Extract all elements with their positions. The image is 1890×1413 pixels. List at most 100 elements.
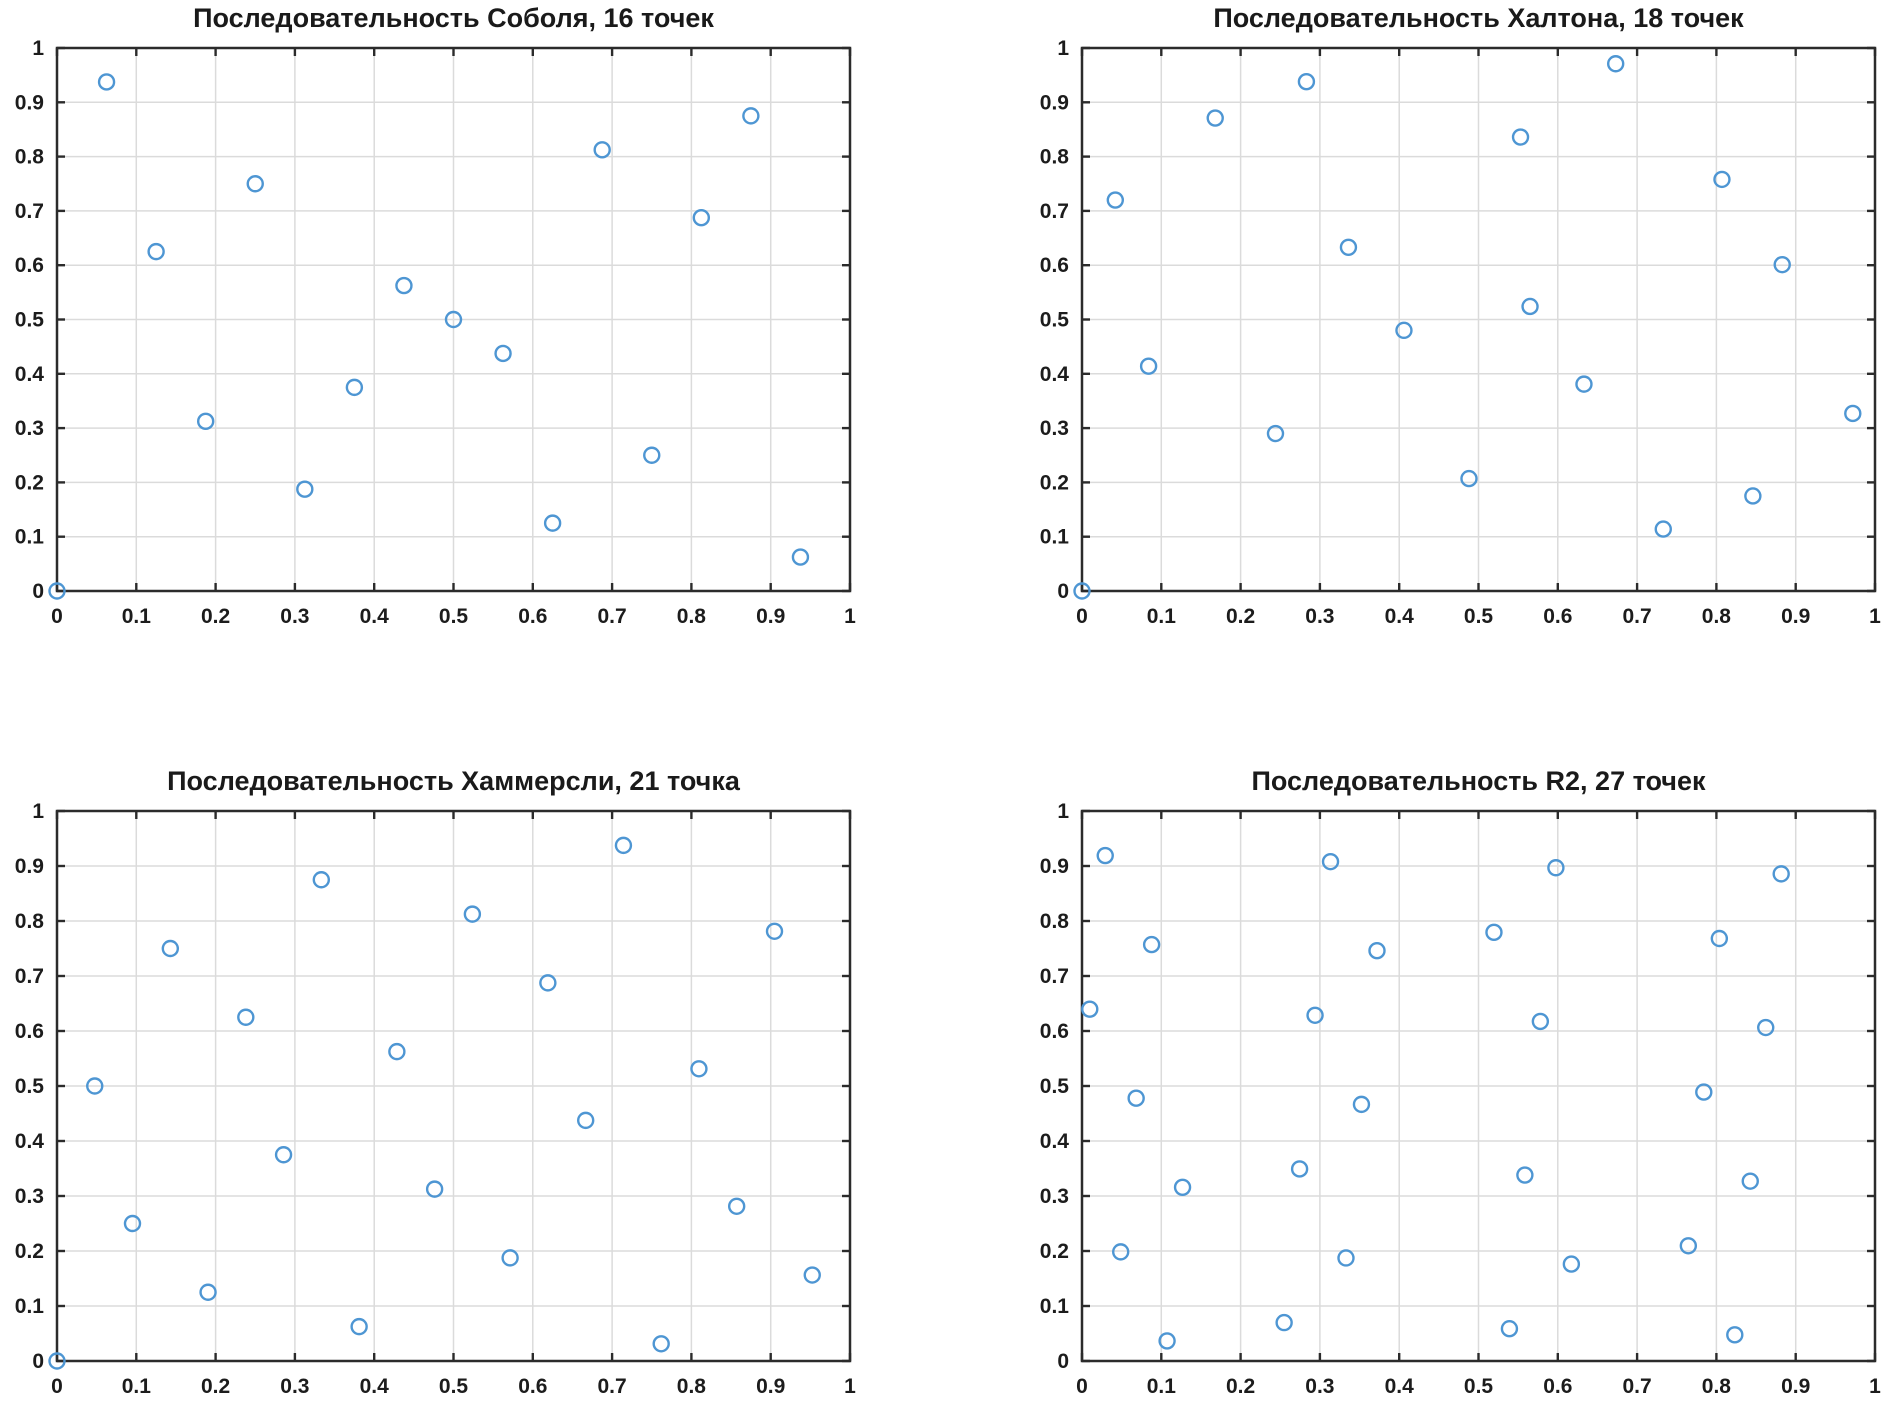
data-point [312,871,331,889]
x-tick-label: 0.6 [1543,605,1572,628]
y-tick-label: 0.5 [15,309,45,332]
data-point [388,1042,406,1061]
data-point [123,1214,142,1233]
y-tick-label: 0.2 [1040,1240,1069,1263]
y-tick-label: 1 [32,37,44,60]
y-tick-label: 0.6 [15,1020,44,1043]
grid-layer [1082,811,1875,1361]
y-tick-label: 0.9 [15,855,44,878]
x-tick-label: 0.8 [1702,1375,1732,1398]
data-point [1844,404,1862,423]
data-point [395,276,413,295]
x-tick-label: 1 [844,605,856,628]
data-point [48,1352,66,1370]
x-tick-label: 0.1 [1147,1375,1177,1398]
data-point [345,378,364,397]
data-point [1073,582,1091,600]
data-point [1339,238,1358,256]
axes-area-r2: 0 0.1 0.2 0.3 0.4 0.5 0.6 0.7 0.8 0.9 1 0 0.1 0.2 0.3 0… [1040,800,1881,1398]
y-tick-label: 0.8 [15,910,45,933]
data-point [791,548,810,566]
data-point [1337,1249,1355,1267]
data-point [1575,375,1593,393]
data-point [1485,923,1503,942]
y-tick-label: 0.7 [15,200,44,223]
data-point [1695,1083,1713,1101]
x-tick-label: 0.5 [439,605,469,628]
x-tick-label: 0.7 [597,1375,626,1398]
y-tick-label: 0.5 [1040,1075,1070,1098]
data-point [1562,1255,1581,1273]
data-point [1521,297,1539,316]
x-tick-label: 0.1 [122,1375,152,1398]
x-tick-label: 0.5 [1464,1375,1494,1398]
y-tick-label: 0.5 [15,1075,45,1098]
y-tick-label: 0 [32,580,44,603]
x-tick-label: 0.4 [360,1375,390,1398]
plot-title-sobol: Последовательность Соболя, 16 точек [193,3,714,33]
x-tick-label: 0.7 [1622,1375,1651,1398]
x-tick-label: 0.3 [280,605,309,628]
y-tick-label: 1 [32,800,44,823]
y-tick-label: 0.1 [15,526,45,549]
data-point [1321,852,1340,871]
y-tick-label: 0.1 [1040,526,1070,549]
y-tick-label: 0.9 [1040,855,1069,878]
x-tick-label: 0.9 [1781,1375,1810,1398]
x-tick-label: 0 [1076,605,1088,628]
data-point [501,1249,519,1267]
x-tick-label: 0.5 [439,1375,469,1398]
points-layer [1081,846,1790,1350]
data-point [1158,1332,1176,1350]
y-tick-label: 0 [32,1350,44,1373]
data-point [1679,1237,1698,1255]
subplot-r2: Последовательность R2, 27 точек 0 0.1 0.2 0… [1040,766,1881,1398]
plot-frame [55,809,852,1363]
x-tick-label: 0.3 [1305,1375,1334,1398]
data-point [1744,487,1762,505]
x-tick-label: 0.4 [360,605,390,628]
data-point [576,1111,595,1130]
data-point [1741,1172,1759,1190]
subplot-sobol: Последовательность Соболя, 16 точек 0 0.1… [15,3,856,628]
data-point [274,1146,293,1164]
data-point [1772,865,1790,883]
points-layer [48,836,821,1370]
data-point [1757,1018,1775,1037]
x-tick-label: 1 [1869,605,1881,628]
data-point [1106,191,1125,209]
x-tick-label: 0.9 [756,605,785,628]
x-tick-label: 0.2 [1226,1375,1255,1398]
y-tick-label: 0.3 [15,1185,44,1208]
data-point [765,922,784,940]
y-tick-label: 0.2 [1040,471,1069,494]
x-tick-label: 0.6 [518,605,547,628]
y-tick-label: 1 [1057,37,1069,60]
grid-layer [57,811,850,1361]
subplot-hammersley: Последовательность Хаммерсли, 21 точка 0… [15,766,856,1398]
data-point [196,412,215,431]
data-point [1096,846,1114,865]
y-tick-label: 0.9 [15,91,44,114]
x-tick-label: 0 [51,1375,63,1398]
x-tick-label: 0.4 [1385,1375,1415,1398]
x-tick-label: 0.7 [597,605,626,628]
data-point [1460,469,1478,488]
plot-frame [1080,46,1877,593]
x-tick-label: 0.2 [201,605,230,628]
y-tick-label: 0.2 [15,471,44,494]
x-tick-label: 0.4 [1385,605,1415,628]
data-point [296,480,314,498]
x-tick-label: 1 [844,1375,856,1398]
data-point [1713,170,1731,189]
y-tick-label: 0.9 [1040,91,1069,114]
plot-title-r2: Последовательность R2, 27 точек [1251,766,1706,796]
y-tick-label: 0.4 [15,1130,45,1153]
y-tick-label: 0.8 [1040,146,1070,169]
data-point [1142,935,1161,954]
data-point [1306,1006,1324,1024]
y-tick-label: 0.7 [1040,965,1069,988]
x-tick-label: 0 [51,605,63,628]
y-tick-label: 1 [1057,800,1069,823]
data-point [1516,1166,1534,1184]
